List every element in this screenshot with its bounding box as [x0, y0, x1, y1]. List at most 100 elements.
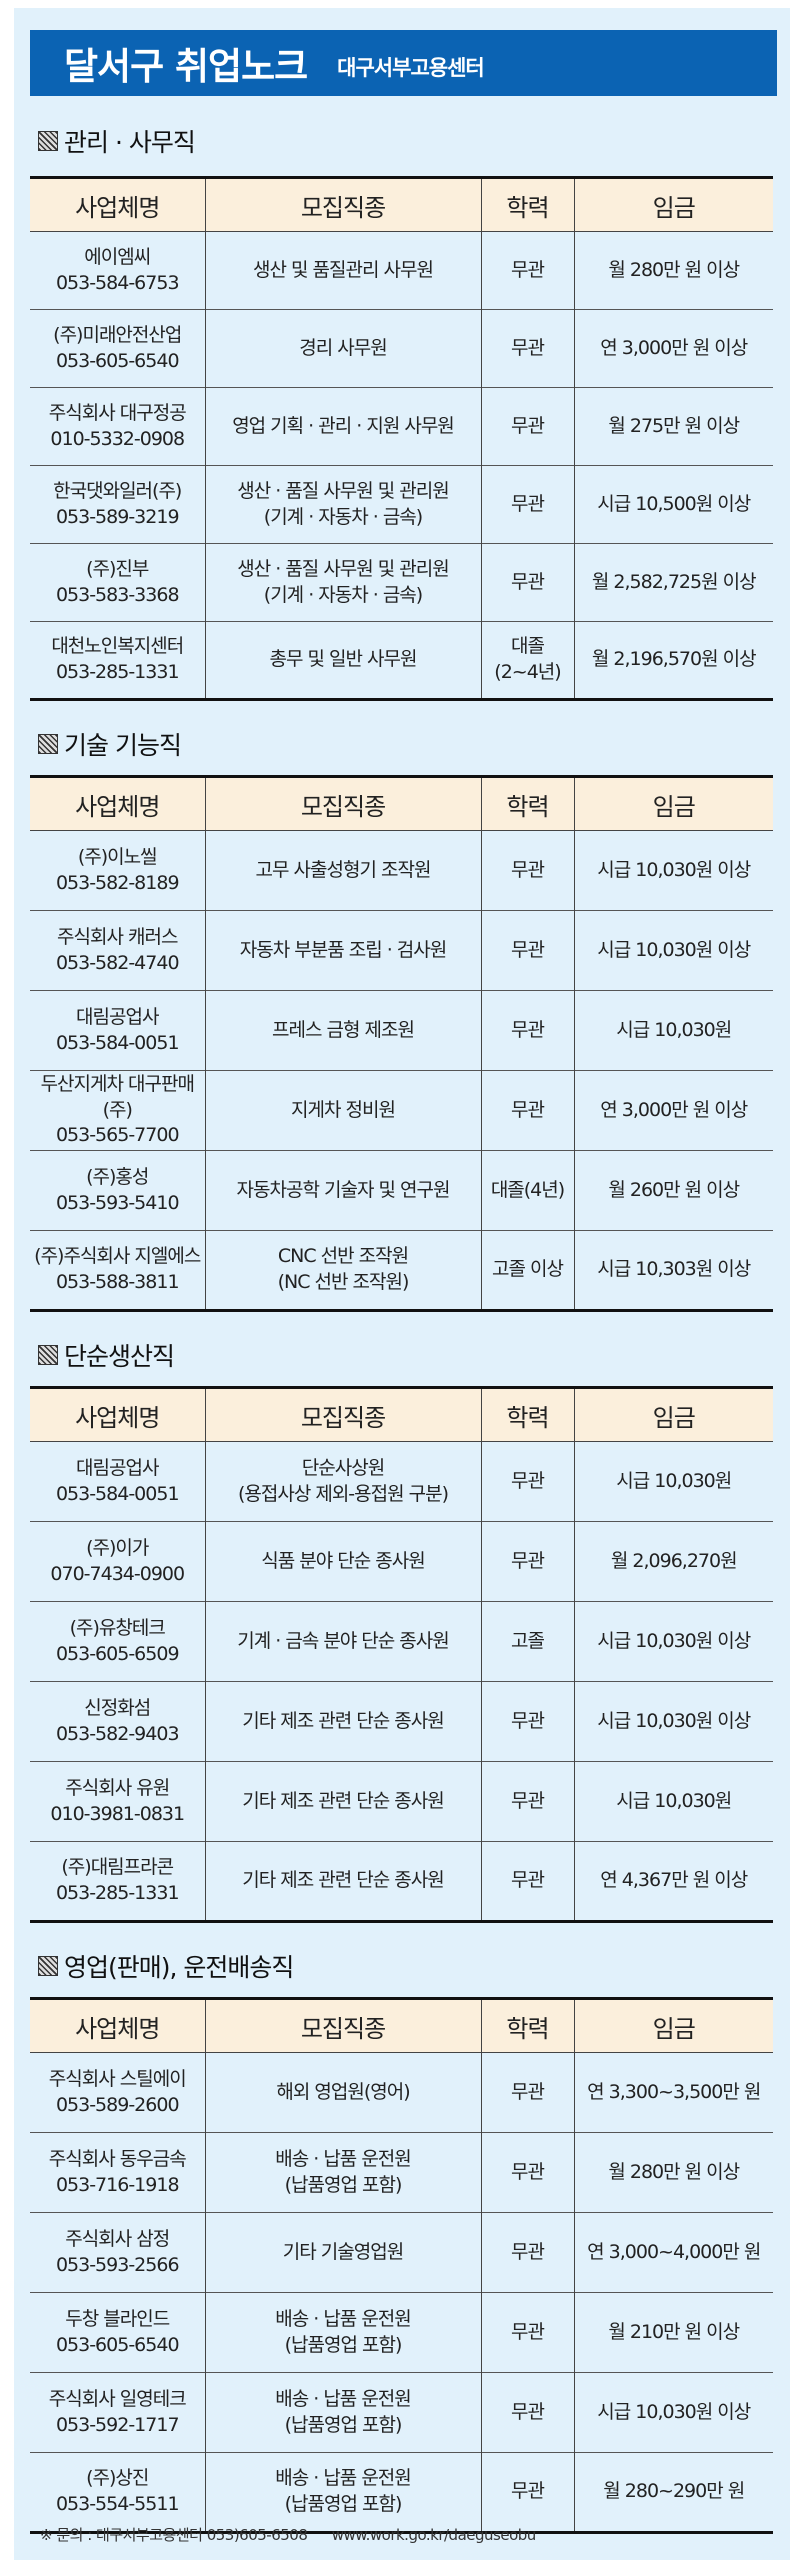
column-header: 학력	[480, 177, 574, 232]
job-title: 생산 · 품질 사무원 및 관리원	[237, 479, 450, 502]
education-cell: 무관	[480, 231, 574, 310]
job-cell: 해외 영업원(영어)	[204, 2052, 481, 2133]
company-cell: 대림공업사 053-584-0051	[30, 990, 205, 1071]
job-cell: 생산 및 품질관리 사무원	[204, 231, 481, 310]
job-title: (납품영업 포함)	[284, 2173, 403, 2196]
company-cell: 두산지게차 대구판매(주) 053-565-7700	[30, 1070, 205, 1151]
job-table: 사업체명 모집직종 학력 임금 에이엠씨 053-584-6753 생산 및 품질관리 사무…	[30, 176, 773, 701]
company-name: (주)홍성	[86, 1165, 149, 1188]
job-title: (용접사상 제외-용접원 구분)	[237, 1482, 449, 1505]
company-phone: 053-582-9403	[55, 1722, 180, 1745]
job-title: CNC 선반 조작원	[277, 1245, 409, 1268]
company-cell: 주식회사 유원 010-3981-0831	[30, 1761, 205, 1842]
footer-url[interactable]: www.work.go.kr/daeguseobu	[331, 2526, 537, 2544]
company-phone: 070-7434-0900	[50, 1562, 185, 1585]
wage-cell: 시급 10,030원	[573, 1761, 773, 1842]
column-header: 사업체명	[30, 1387, 205, 1442]
job-title: 기계 · 금속 분야 단순 종사원	[237, 1629, 450, 1652]
company-name: 한국댓와일러(주)	[53, 479, 182, 502]
job-title: 생산 및 품질관리 사무원	[253, 258, 434, 281]
company-phone: 053-584-0051	[55, 1031, 180, 1054]
table-row: 주식회사 스틸에이 053-589-2600 해외 영업원(영어) 무관 연 3,300…	[30, 2052, 773, 2133]
company-cell: 두창 블라인드 053-605-6540	[30, 2292, 205, 2373]
education-cell: 무관	[480, 1841, 574, 1922]
company-name: (주)미래안전산업	[53, 323, 182, 346]
education-cell: 무관	[480, 2372, 574, 2453]
education: 무관	[511, 336, 545, 359]
table-row: (주)이가 070-7434-0900 식품 분야 단순 종사원 무관 월 2,096,…	[30, 1521, 773, 1602]
company-cell: (주)진부 053-583-3368	[30, 543, 205, 622]
wage-cell: 시급 10,030원	[573, 990, 773, 1071]
job-cell: 자동차공학 기술자 및 연구원	[204, 1150, 481, 1231]
section-title-text: 단순생산직	[64, 1342, 175, 1371]
education: 무관	[511, 1469, 545, 1492]
company-cell: (주)이노씰 053-582-8189	[30, 830, 205, 911]
education: 무관	[511, 2480, 545, 2503]
table-row: 대천노인복지센터 053-285-1331 총무 및 일반 사무원 대졸 (2~4년) 월…	[30, 621, 773, 700]
job-listings: 관리 · 사무직 사업체명 모집직종 학력 임금 에이엠씨 053-584-6753 생산 및…	[30, 118, 773, 2534]
wage-cell: 연 3,300~3,500만 원	[573, 2052, 773, 2133]
table-row: 에이엠씨 053-584-6753 생산 및 품질관리 사무원 무관 월 280만 원 …	[30, 231, 773, 310]
job-cell: 배송 · 납품 운전원 (납품영업 포함)	[204, 2292, 481, 2373]
education: 고졸 이상	[492, 1258, 564, 1281]
job-title: (기계 · 자동차 · 금속)	[263, 505, 423, 528]
wage-cell: 월 280만 원 이상	[573, 231, 773, 310]
job-title: (기계 · 자동차 · 금속)	[263, 583, 423, 606]
company-phone: 010-5332-0908	[50, 427, 185, 450]
job-cell: CNC 선반 조작원 (NC 선반 조작원)	[204, 1230, 481, 1311]
wage-cell: 연 3,000만 원 이상	[573, 1070, 773, 1151]
company-phone: 053-589-2600	[55, 2093, 180, 2116]
education-cell: 무관	[480, 1521, 574, 1602]
company-name: (주)이가	[86, 1536, 149, 1559]
wage-cell: 시급 10,030원	[573, 1441, 773, 1522]
education: 무관	[511, 2160, 545, 2183]
wage-cell: 시급 10,030원 이상	[573, 910, 773, 991]
wage-cell: 월 280~290만 원	[573, 2452, 773, 2533]
company-name: 주식회사 대구정공	[48, 401, 187, 424]
wage-cell: 월 2,582,725원 이상	[573, 543, 773, 622]
company-name: 신정화섬	[84, 1696, 151, 1719]
column-header: 모집직종	[204, 1387, 481, 1442]
job-cell: 기타 제조 관련 단순 종사원	[204, 1761, 481, 1842]
company-cell: 에이엠씨 053-584-6753	[30, 231, 205, 310]
education-cell: 무관	[480, 2132, 574, 2213]
company-cell: 주식회사 스틸에이 053-589-2600	[30, 2052, 205, 2133]
job-cell: 프레스 금형 제조원	[204, 990, 481, 1071]
hatched-square-icon	[38, 131, 58, 151]
wage-cell: 연 3,000만 원 이상	[573, 309, 773, 388]
table-header-row: 사업체명 모집직종 학력 임금	[30, 1387, 773, 1442]
company-name: (주)상진	[86, 2467, 149, 2490]
company-name: 주식회사 동우금속	[48, 2147, 187, 2170]
job-table: 사업체명 모집직종 학력 임금 대림공업사 053-584-0051 단순사상원 (용접사상 …	[30, 1386, 773, 1923]
wage-cell: 월 2,096,270원	[573, 1521, 773, 1602]
job-cell: 생산 · 품질 사무원 및 관리원 (기계 · 자동차 · 금속)	[204, 465, 481, 544]
education-cell: 무관	[480, 830, 574, 911]
education-cell: 고졸	[480, 1601, 574, 1682]
company-phone: 053-588-3811	[55, 1271, 180, 1293]
company-name: (주)주식회사 지엘에스	[34, 1245, 201, 1268]
job-title: 배송 · 납품 운전원	[275, 2307, 412, 2330]
education-cell: 무관	[480, 1070, 574, 1151]
table-row: 주식회사 대구정공 010-5332-0908 영업 기획 · 관리 · 지원 사무…	[30, 387, 773, 466]
company-cell: 주식회사 일영테크 053-592-1717	[30, 2372, 205, 2453]
job-title: 자동차 부분품 조립 · 검사원	[239, 938, 447, 961]
education-cell: 대졸 (2~4년)	[480, 621, 574, 700]
company-phone: 053-593-2566	[55, 2253, 180, 2276]
table-header-row: 사업체명 모집직종 학력 임금	[30, 776, 773, 831]
company-name: 대천노인복지센터	[51, 635, 184, 658]
job-title: 영업 기획 · 관리 · 지원 사무원	[232, 414, 455, 437]
job-cell: 기타 기술영업원	[204, 2212, 481, 2293]
job-title: 기타 제조 관련 단순 종사원	[242, 1869, 444, 1892]
section-title: 영업(판매), 운전배송직	[30, 1943, 773, 1989]
column-header: 사업체명	[30, 177, 205, 232]
company-name: 에이엠씨	[84, 245, 151, 268]
wage-cell: 시급 10,030원 이상	[573, 2372, 773, 2453]
education: 대졸	[511, 635, 545, 658]
table-row: 두창 블라인드 053-605-6540 배송 · 납품 운전원 (납품영업 포함) 무…	[30, 2292, 773, 2373]
table-row: 주식회사 캐러스 053-582-4740 자동차 부분품 조립 · 검사원 무관 시급…	[30, 910, 773, 991]
page-title: 달서구 취업노크	[64, 45, 308, 88]
company-phone: 053-583-3368	[55, 583, 180, 606]
wage-cell: 연 3,000~4,000만 원	[573, 2212, 773, 2293]
wage-cell: 시급 10,030원 이상	[573, 1601, 773, 1682]
section-title-text: 관리 · 사무직	[64, 128, 196, 157]
